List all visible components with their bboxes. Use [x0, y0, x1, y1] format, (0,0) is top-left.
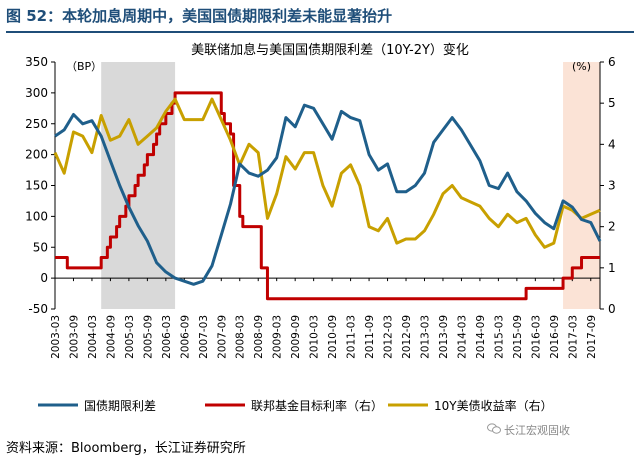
x-tick-label: 2013-03: [419, 315, 431, 359]
x-tick-label: 2007-09: [216, 315, 228, 359]
right-tick-label: 5: [608, 96, 616, 110]
x-tick-label: 2009-09: [290, 315, 302, 359]
x-tick-label: 2005-03: [124, 315, 136, 359]
left-tick-label: 0: [40, 271, 48, 285]
x-tick-label: 2015-09: [512, 315, 524, 359]
x-tick-label: 2006-09: [179, 315, 191, 359]
left-tick-label: 200: [25, 148, 48, 162]
right-tick-label: 3: [608, 179, 616, 193]
right-tick-label: 1: [608, 261, 616, 275]
x-axis: 2003-03 2003-09 2004-03 2004-09 2005-03 2005-…: [50, 277, 600, 359]
x-tick-label: 2014-09: [475, 315, 487, 359]
x-tick-label: 2011-03: [346, 315, 358, 359]
x-tick-label: 2003-09: [68, 315, 80, 359]
legend-label: 10Y美债收益率（右）: [434, 398, 553, 413]
chart-title: 美联储加息与美国国债期限利差（10Y-2Y）变化: [191, 42, 469, 58]
x-tick-label: 2005-09: [142, 315, 154, 359]
right-axis-unit: (%): [572, 60, 591, 73]
right-tick-label: 2: [608, 220, 616, 234]
x-tick-label: 2015-03: [493, 315, 505, 359]
legend-label: 联邦基金目标利率（右）: [251, 398, 383, 413]
series-lines: [53, 91, 602, 301]
left-tick-label: -50: [28, 302, 48, 316]
left-tick-label: 250: [25, 117, 48, 131]
x-tick-label: 2010-03: [309, 315, 321, 359]
x-tick-label: 2008-03: [235, 315, 247, 359]
figure-title: 图 52：本轮加息周期中，美国国债期限利差未能显著抬升: [6, 7, 393, 25]
shaded-period-pink: [563, 62, 600, 309]
right-axis: 0 1 2 3 4 5 6: [599, 55, 616, 316]
legend: 国债期限利差 联邦基金目标利率（右） 10Y美债收益率（右）: [38, 398, 553, 413]
right-tick-label: 4: [608, 137, 616, 151]
x-tick-label: 2012-03: [383, 315, 395, 359]
x-tick-label: 2004-03: [87, 315, 99, 359]
x-tick-label: 2017-09: [586, 315, 598, 359]
series-10y-yield-line: [53, 97, 601, 249]
x-tick-label: 2004-09: [105, 315, 117, 359]
x-tick-label: 2003-03: [50, 315, 62, 359]
x-tick-label: 2010-09: [327, 315, 339, 359]
title-rule: [6, 31, 634, 33]
x-tick-label: 2014-03: [456, 315, 468, 359]
left-tick-label: 100: [25, 209, 48, 223]
left-axis: -50 0 50 100 150 200 250 300 350: [25, 55, 56, 316]
watermark: 长江宏观固收: [504, 424, 570, 437]
source-note: 资料来源：Bloomberg，长江证券研究所: [6, 441, 246, 456]
left-tick-label: 50: [33, 240, 48, 254]
x-tick-label: 2007-03: [198, 315, 210, 359]
x-tick-label: 2009-03: [272, 315, 284, 359]
x-tick-label: 2008-09: [253, 315, 265, 359]
x-tick-label: 2016-09: [549, 315, 561, 359]
x-tick-label: 2016-03: [530, 315, 542, 359]
left-tick-label: 150: [25, 179, 48, 193]
shaded-periods: [101, 62, 600, 309]
x-tick-label: 2006-03: [161, 315, 173, 359]
right-tick-label: 6: [608, 55, 616, 69]
left-axis-unit: （BP）: [66, 60, 102, 73]
left-tick-label: 350: [25, 55, 48, 69]
x-tick-label: 2012-09: [401, 315, 413, 359]
x-tick-label: 2013-09: [438, 315, 450, 359]
wechat-icon: [487, 423, 501, 434]
right-tick-label: 0: [608, 302, 616, 316]
chart: -50 0 50 100 150 200 250 300 350 0 1 2 3 4 5 6 2003-03…: [25, 42, 616, 413]
legend-label: 国债期限利差: [84, 399, 156, 413]
x-tick-label: 2011-09: [364, 315, 376, 359]
series-spread-line: [54, 103, 602, 286]
left-tick-label: 300: [25, 86, 48, 100]
x-tick-label: 2017-03: [567, 315, 579, 359]
